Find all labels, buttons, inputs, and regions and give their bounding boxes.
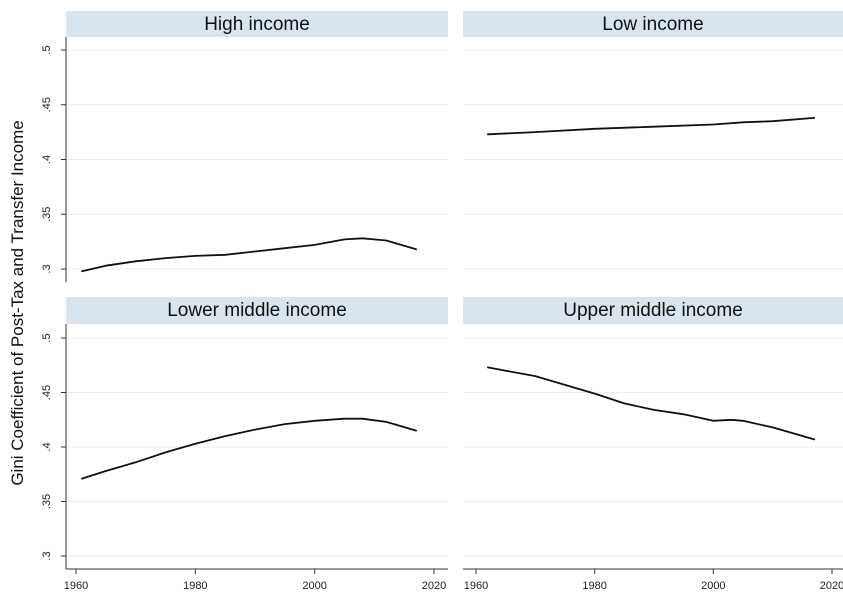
x-tick-label: 2000 [701,580,725,592]
x-tick-label: 1980 [582,580,606,592]
y-tick-label: .4 [41,442,53,451]
y-tick-label: .3 [41,264,53,273]
panel-title: Lower middle income [167,300,347,321]
panel-title-strip [66,297,448,324]
x-tick-label: 1960 [64,580,88,592]
series-line [486,117,816,136]
panel-title: Low income [602,14,703,35]
panel: High income .3 .35 .4 .45 .5 [41,11,448,282]
y-tick-label: .5 [41,45,53,54]
y-tick-label: .45 [41,97,53,112]
y-tick-label: .35 [41,494,53,509]
y-tick-label: .5 [41,333,53,342]
panel: Upper middle income 1960 1980 2000 2020 [463,297,843,592]
panel-title: High income [204,14,310,35]
y-tick-label: .35 [41,207,53,222]
x-tick-label: 1980 [183,580,207,592]
series-line [81,237,418,273]
x-tick-label: 2000 [302,580,326,592]
y-tick-label: .45 [41,385,53,400]
panel: Lower middle income .3 .35 .4 .45 .5 1960 1980 2… [41,297,448,592]
series-line [486,366,816,441]
x-tick-label: 2020 [422,580,446,592]
y-tick-label: .4 [41,155,53,164]
panel-title-strip [463,297,843,324]
x-tick-label: 2020 [820,580,843,592]
panel: Low income [463,11,843,270]
y-axis-label: Gini Coefficient of Post-Tax and Transfe… [8,120,27,485]
panel-title-strip [66,11,448,37]
panels: High income .3 .35 .4 .45 .5 Low income Lower m… [41,11,843,592]
x-tick-label: 1960 [464,580,488,592]
panel-title: Upper middle income [563,300,743,321]
y-tick-label: .3 [41,551,53,560]
series-line [81,417,418,480]
panel-title-strip [463,11,843,37]
